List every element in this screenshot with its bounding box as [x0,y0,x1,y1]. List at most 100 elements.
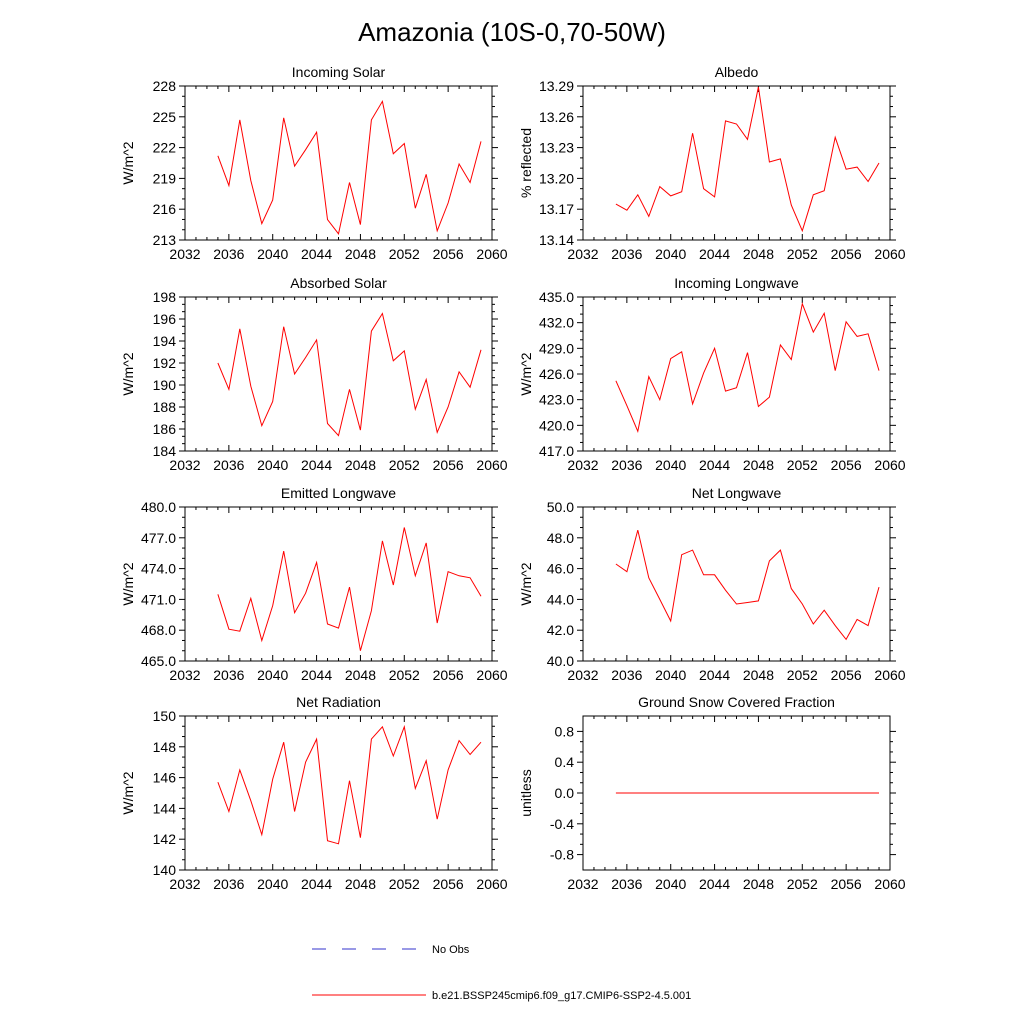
y-tick-label: 228 [153,78,177,94]
y-tick-label: 148 [153,739,177,755]
y-tick-label: 426.0 [539,366,574,382]
panel-title: Absorbed Solar [290,275,387,291]
x-tick-label: 2052 [389,667,420,683]
y-tick-label: 44.0 [547,591,574,607]
y-tick-label: 184 [153,443,177,459]
x-tick-label: 2048 [345,457,376,473]
legend: No Obs b.e21.BSSP245cmip6.f09_g17.CMIP6-… [312,944,691,1002]
y-axis-label: unitless [518,769,534,816]
y-tick-label: 40.0 [547,653,574,669]
x-tick-label: 2040 [655,876,686,892]
y-tick-label: 13.17 [539,201,574,217]
x-tick-label: 2056 [433,876,464,892]
series-line-model [217,724,482,845]
series-line-model [217,100,482,235]
y-tick-label: 222 [153,140,177,156]
series-line-model [615,529,880,641]
y-tick-label: -0.4 [550,816,574,832]
y-tick-label: 13.26 [539,109,574,125]
x-tick-label: 2036 [213,876,244,892]
x-tick-label: 2044 [699,667,730,683]
y-axis-label: W/m^2 [518,352,534,395]
x-tick-label: 2052 [389,246,420,262]
y-tick-label: 144 [153,800,177,816]
y-tick-label: 146 [153,770,177,786]
x-tick-label: 2044 [301,876,332,892]
y-tick-label: 420.0 [539,417,574,433]
y-tick-label: 48.0 [547,530,574,546]
y-tick-label: 188 [153,399,177,415]
panel-title: Net Radiation [296,694,381,710]
series-line-model [217,527,482,651]
y-tick-label: 42.0 [547,622,574,638]
x-tick-label: 2044 [699,876,730,892]
x-tick-label: 2056 [433,457,464,473]
y-tick-label: 225 [153,109,177,125]
y-tick-label: 186 [153,421,177,437]
x-tick-label: 2052 [389,457,420,473]
x-tick-label: 2048 [345,246,376,262]
x-tick-label: 2036 [611,667,642,683]
y-tick-label: 477.0 [141,530,176,546]
x-tick-label: 2056 [831,876,862,892]
panels: Incoming Solar W/m^2 2032 2036 2040 2044 2048 2… [120,64,906,892]
x-tick-label: 2056 [433,667,464,683]
y-axis-label: % reflected [518,128,534,198]
x-tick-label: 2036 [611,457,642,473]
y-tick-label: 0.8 [555,723,575,739]
y-tick-label: 198 [153,289,177,305]
x-tick-label: 2040 [257,876,288,892]
y-tick-label: 474.0 [141,561,176,577]
y-tick-label: 480.0 [141,499,176,515]
y-tick-label: 471.0 [141,591,176,607]
y-tick-label: 150 [153,708,177,724]
x-tick-label: 2036 [611,246,642,262]
panel-incoming-longwave: Incoming Longwave W/m^2 2032 2036 2040 2044 20… [518,275,906,473]
y-tick-label: 417.0 [539,443,574,459]
x-tick-label: 2048 [345,667,376,683]
x-tick-label: 2040 [655,667,686,683]
plot-frame [184,715,493,871]
y-tick-label: 219 [153,170,177,186]
x-tick-label: 2048 [743,457,774,473]
y-tick-label: 435.0 [539,289,574,305]
x-tick-label: 2056 [831,667,862,683]
x-tick-label: 2044 [699,457,730,473]
x-tick-label: 2040 [257,246,288,262]
panel-emitted-longwave: Emitted Longwave W/m^2 2032 2036 2040 2044 204… [120,485,508,683]
series-line-model [217,312,482,437]
x-tick-label: 2048 [345,876,376,892]
y-tick-label: 0.4 [555,754,575,770]
x-tick-label: 2048 [743,667,774,683]
plot-frame [184,85,493,241]
x-tick-label: 2060 [476,246,507,262]
panel-title: Albedo [715,64,759,80]
y-tick-label: 0.0 [555,785,575,801]
y-tick-label: 13.29 [539,78,574,94]
y-axis-label: W/m^2 [120,141,136,184]
y-tick-label: 196 [153,311,177,327]
x-tick-label: 2032 [169,246,200,262]
x-tick-label: 2056 [831,457,862,473]
y-tick-label: 46.0 [547,561,574,577]
x-tick-label: 2032 [567,876,598,892]
x-tick-label: 2040 [655,457,686,473]
x-tick-label: 2036 [213,667,244,683]
y-tick-label: 213 [153,232,177,248]
x-tick-label: 2044 [301,667,332,683]
panel-net-longwave: Net Longwave W/m^2 2032 2036 2040 2044 2048 205… [518,485,906,683]
plot-frame [184,296,493,452]
y-tick-label: 429.0 [539,340,574,356]
panel-title: Incoming Longwave [674,275,799,291]
x-tick-label: 2060 [874,246,905,262]
y-tick-label: 13.23 [539,140,574,156]
panel-albedo: Albedo % reflected 2032 2036 2040 2044 2048 205… [518,64,906,262]
x-tick-label: 2060 [874,667,905,683]
x-tick-label: 2056 [831,246,862,262]
panel-title: Ground Snow Covered Fraction [638,694,835,710]
y-tick-label: -0.8 [550,847,574,863]
x-tick-label: 2048 [743,876,774,892]
y-axis-label: W/m^2 [518,562,534,605]
legend-model-label: b.e21.BSSP245cmip6.f09_g17.CMIP6-SSP2-4.… [432,990,691,1002]
